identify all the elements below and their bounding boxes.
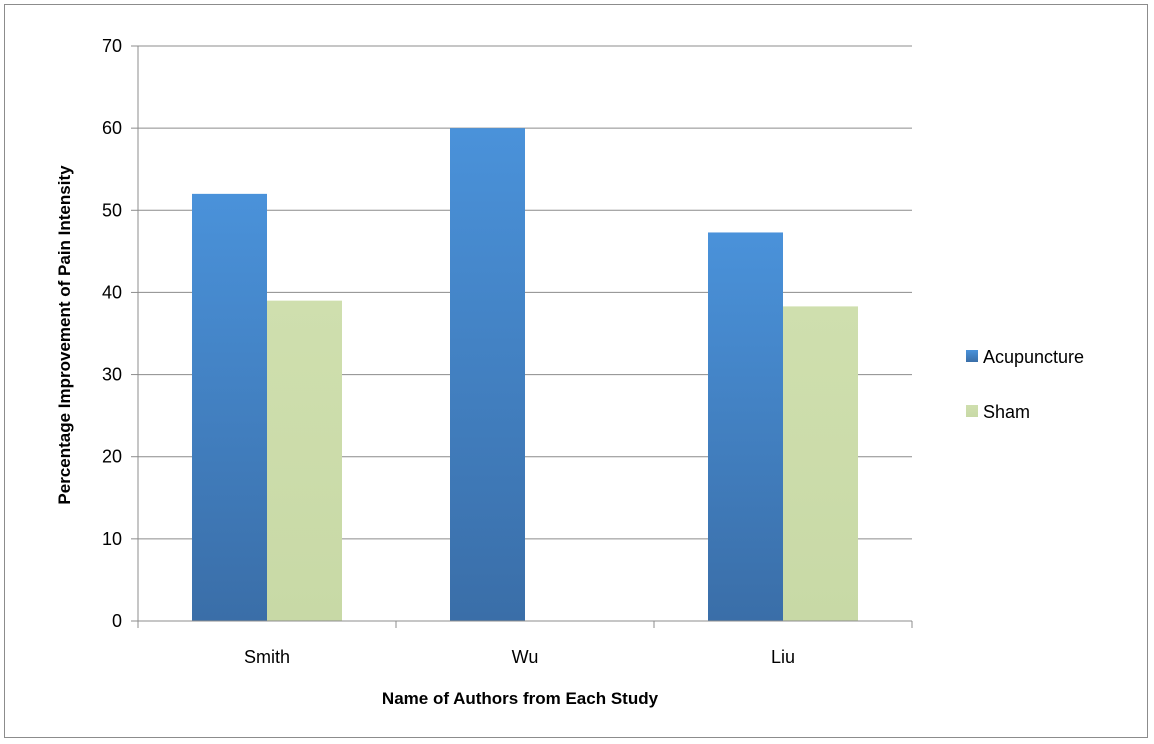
bar-acupuncture-liu [708, 232, 783, 621]
legend-swatch-sham [966, 405, 978, 417]
legend-label-acupuncture: Acupuncture [983, 347, 1084, 367]
tick-labels: 0 10 20 30 40 50 60 70 Smith Wu Liu [102, 36, 795, 667]
bars [192, 128, 858, 621]
bar-acupuncture-wu [450, 128, 525, 621]
y-tick-label: 0 [112, 611, 122, 631]
bar-acupuncture-smith [192, 193, 267, 621]
bar-sham-liu [783, 306, 858, 621]
y-tick-label: 70 [102, 36, 122, 56]
y-tick-label: 20 [102, 447, 122, 467]
legend-swatch-acupuncture [966, 350, 978, 362]
x-tick-label: Smith [244, 647, 290, 667]
axes [131, 45, 913, 628]
bar-sham-smith [267, 300, 342, 621]
x-tick-label: Liu [771, 647, 795, 667]
legend: Acupuncture Sham [966, 347, 1084, 422]
legend-label-sham: Sham [983, 402, 1030, 422]
y-tick-label: 10 [102, 529, 122, 549]
x-tick-label: Wu [512, 647, 539, 667]
x-axis-title: Name of Authors from Each Study [382, 689, 659, 708]
y-axis-title: Percentage Improvement of Pain Intensity [55, 165, 74, 505]
y-tick-label: 50 [102, 200, 122, 220]
y-tick-label: 40 [102, 282, 122, 302]
y-tick-label: 30 [102, 365, 122, 385]
y-tick-label: 60 [102, 118, 122, 138]
